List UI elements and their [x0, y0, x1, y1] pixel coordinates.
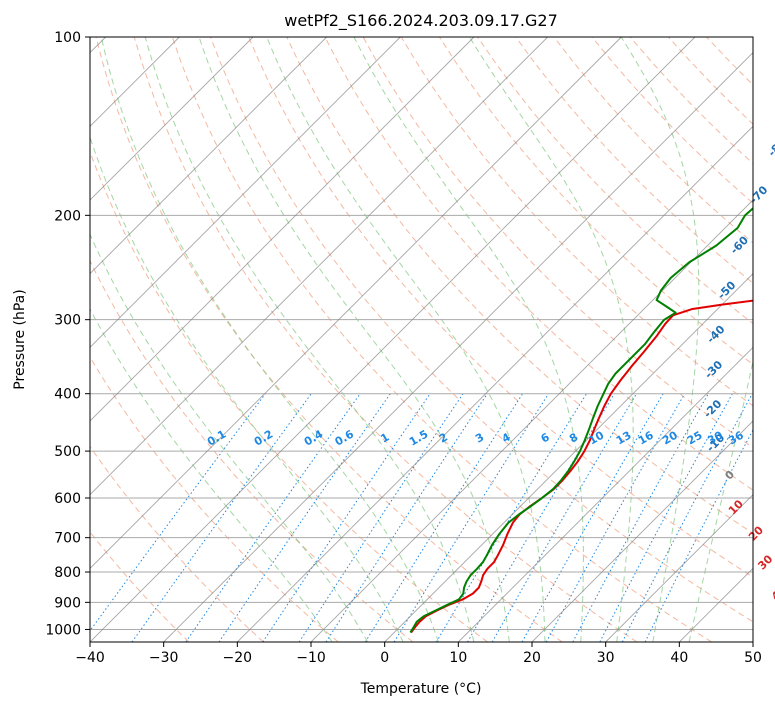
- x-tick-label: −30: [149, 650, 179, 666]
- isotherm-gridline: [237, 125, 753, 642]
- x-axis-label: Temperature (°C): [360, 681, 482, 697]
- mixing-ratio-line: [393, 393, 550, 642]
- x-tick-label: 0: [380, 650, 389, 666]
- plot-background: [90, 37, 753, 642]
- moist-adiabat-value-label: 40: [769, 583, 775, 603]
- isotherm-gridline: [90, 37, 475, 422]
- dry-adiabat-line: [133, 37, 638, 642]
- dry-adiabat-line: [286, 37, 753, 534]
- mixing-ratio-line: [364, 393, 524, 642]
- isotherm-gridline: [384, 273, 753, 642]
- moist-adiabat-line: [100, 37, 439, 642]
- y-tick-label: 1000: [45, 622, 81, 638]
- moist-adiabat-line: [353, 37, 584, 642]
- y-tick-label: 400: [54, 387, 81, 403]
- data-lines-layer: [409, 207, 753, 634]
- x-tick-label: 50: [744, 650, 762, 666]
- dry-adiabat-line: [210, 37, 753, 623]
- moist-adiabat-line: [620, 37, 700, 642]
- mixing-ratio-line: [545, 393, 686, 642]
- mixing-ratio-line: [435, 393, 587, 642]
- dry-adiabat-line: [515, 37, 753, 284]
- y-axis-label: Pressure (hPa): [12, 289, 28, 389]
- mixing-ratio-line: [644, 428, 753, 642]
- moist-adiabat-line: [90, 135, 404, 642]
- x-tick-label: −40: [75, 650, 105, 666]
- x-tick-label: −20: [223, 650, 253, 666]
- x-tick-label: 30: [597, 650, 615, 666]
- y-tick-label: 600: [54, 491, 81, 507]
- isotherm-gridline: [90, 37, 622, 569]
- y-tick-label: 900: [54, 595, 81, 611]
- mixing-ratio-line: [325, 393, 488, 642]
- dry-adiabat-line: [90, 445, 264, 642]
- moist-adiabat-line: [90, 233, 369, 642]
- mixing-ratio-line: [131, 393, 312, 642]
- mixing-ratio-line: [491, 393, 637, 642]
- x-tick-label: 40: [670, 650, 688, 666]
- mixing-ratio-line: [298, 393, 464, 642]
- isotherm-gridline: [90, 37, 548, 496]
- isotherm-gridline: [90, 37, 696, 642]
- dry-adiabat-line: [324, 37, 753, 491]
- moist-adiabat-line: [198, 37, 510, 642]
- isotherm-gridline: [531, 420, 753, 642]
- y-tick-label: 500: [54, 444, 81, 460]
- dry-adiabat-line: [248, 37, 753, 578]
- y-tick-label: 700: [54, 531, 81, 547]
- x-tick-label: 10: [449, 650, 467, 666]
- mixing-ratio-line: [521, 393, 664, 642]
- dry-adiabat-line: [90, 356, 339, 642]
- isotherm-gridline: [90, 37, 401, 348]
- chart-title: wetPf2_S166.2024.203.09.17.G27: [284, 11, 558, 31]
- isotherm-value-label: -80: [766, 136, 775, 159]
- y-tick-label: 100: [54, 30, 81, 46]
- y-tick-label: 300: [54, 313, 81, 329]
- moist-adiabat-line: [90, 308, 333, 642]
- dry-adiabat-line: [90, 259, 414, 642]
- plot-frame: [89, 36, 754, 643]
- isotherm-gridline: [90, 37, 327, 275]
- moist-adiabat-line: [266, 37, 546, 642]
- mixing-ratio-line: [572, 393, 709, 642]
- y-tick-label: 800: [54, 565, 81, 581]
- isotherm-gridline: [310, 199, 753, 642]
- temperature-profile-line: [410, 299, 753, 634]
- isotherm-gridline: [605, 494, 753, 642]
- isotherm-gridline: [458, 346, 753, 642]
- isotherm-gridline: [90, 37, 254, 201]
- x-tick-label: −10: [296, 650, 326, 666]
- dewpoint-profile-line: [409, 207, 753, 634]
- isotherm-gridline: [163, 52, 753, 642]
- y-tick-label: 200: [54, 208, 81, 224]
- moist-adiabat-line: [688, 358, 753, 642]
- x-tick-label: 20: [523, 650, 541, 666]
- dry-adiabat-line: [95, 37, 563, 642]
- axis-ticks-layer: −40 −30 −20 −10 0 10 20 30 40 50 1000 900 800 700 600 5…: [45, 30, 762, 666]
- dry-adiabat-line: [171, 37, 712, 642]
- mixing-ratio-line: [262, 393, 431, 642]
